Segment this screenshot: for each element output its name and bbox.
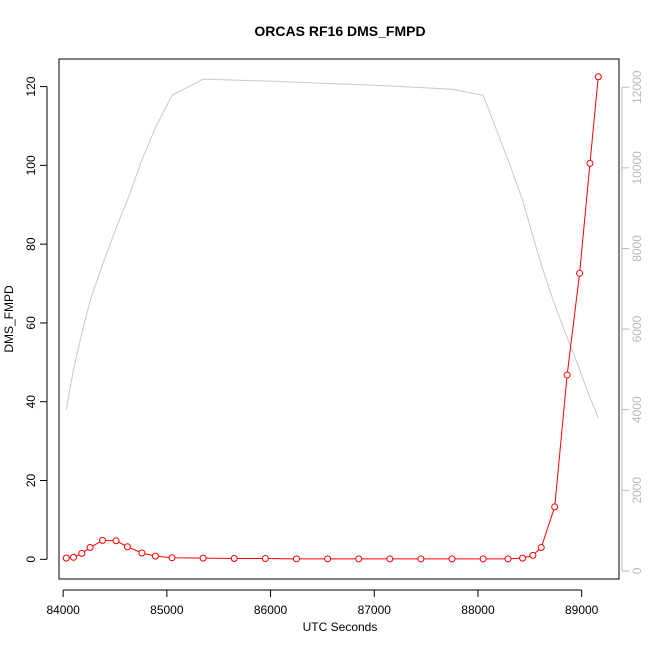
dms-fmpd-data-point	[86, 543, 94, 551]
dms-fmpd-data-point	[417, 555, 425, 563]
dms-fmpd-data-point	[386, 555, 394, 563]
right-tick-label: 4000	[630, 396, 644, 423]
dms-fmpd-data-point	[479, 555, 487, 563]
dms-fmpd-data-point	[138, 549, 146, 557]
dms-fmpd-data-point	[537, 543, 545, 551]
dms-fmpd-data-point	[563, 371, 571, 379]
right-tick-label: 10000	[630, 151, 644, 185]
bottom-tick-label: 87000	[358, 603, 392, 617]
dms-fmpd-data-point	[594, 73, 602, 81]
dms-fmpd-data-point	[551, 503, 559, 511]
dms-fmpd-data-point	[292, 555, 300, 563]
left-tick-label: 40	[24, 395, 38, 409]
bottom-axis: 84000 85000 86000 87000 88000 89000	[46, 589, 599, 617]
right-axis: 0 2000 4000 6000 8000 10000 12000	[621, 70, 644, 574]
left-tick-label: 0	[24, 556, 38, 563]
right-tick-label: 12000	[630, 70, 644, 104]
dms-fmpd-data-point	[230, 555, 238, 563]
x-axis-label: UTC Seconds	[303, 620, 378, 634]
bottom-tick-label: 85000	[150, 603, 184, 617]
plot-frame	[58, 58, 620, 580]
left-tick-label: 20	[24, 474, 38, 488]
left-axis: 0 20 40 60 80 100 120	[24, 76, 48, 563]
dms-fmpd-data-point	[151, 552, 159, 560]
dms-fmpd-data-point	[576, 269, 584, 277]
dms-fmpd-data-point	[78, 549, 86, 557]
dms-fmpd-data-point	[355, 555, 363, 563]
dms-fmpd-data-point	[199, 554, 207, 562]
dms-fmpd-data-point	[586, 159, 594, 167]
dms-fmpd-data-point	[62, 554, 70, 562]
right-tick-label: 2000	[630, 477, 644, 504]
altitude-series-line	[65, 78, 599, 418]
dms-fmpd-data-point	[99, 536, 107, 544]
series-layer	[62, 73, 602, 563]
bottom-tick-label: 84000	[46, 603, 80, 617]
right-tick-label: 6000	[630, 315, 644, 342]
left-tick-label: 60	[24, 316, 38, 330]
dms-fmpd-data-point	[261, 555, 269, 563]
dms-fmpd-data-point	[112, 537, 120, 545]
dms-fmpd-data-point	[123, 543, 131, 551]
dms-fmpd-data-point	[519, 554, 527, 562]
left-tick-label: 120	[24, 76, 38, 96]
left-tick-label: 100	[24, 155, 38, 175]
dms-fmpd-data-point	[324, 555, 332, 563]
right-tick-label: 8000	[630, 235, 644, 262]
bottom-tick-label: 86000	[254, 603, 288, 617]
dms-fmpd-data-point	[70, 553, 78, 561]
bottom-tick-label: 89000	[565, 603, 599, 617]
dms-fmpd-data-point	[448, 555, 456, 563]
y-axis-label: DMS_FMPD	[2, 285, 16, 353]
chart-title: ORCAS RF16 DMS_FMPD	[254, 23, 425, 39]
dms-fmpd-data-point	[529, 551, 537, 559]
dms-fmpd-data-point	[504, 555, 512, 563]
right-tick-label: 0	[630, 567, 644, 574]
bottom-tick-label: 88000	[461, 603, 495, 617]
left-tick-label: 80	[24, 237, 38, 251]
dms-fmpd-data-point	[168, 554, 176, 562]
